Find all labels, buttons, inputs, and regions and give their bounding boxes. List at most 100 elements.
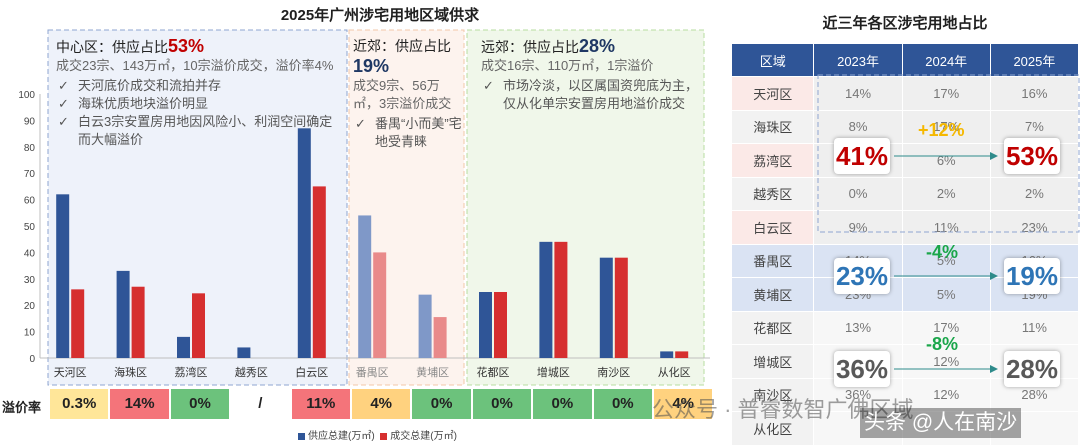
outer-annotation: 远郊：供应占比28% 成交16宗、110万㎡，1宗溢价 ✓ 市场冷淡，以区属国资兜… [481,36,703,113]
x-tick-label: 花都区 [477,366,510,379]
premium-cell-8: 0% [533,389,592,419]
highlight-to-outer: 28% [1004,351,1060,387]
arrow-head-outer [990,365,998,373]
row-value: 7% [989,109,1080,144]
legend-swatch-deal [380,432,388,440]
row-value: 13% [813,310,903,345]
y-tick-label: 50 [24,222,36,233]
x-tick-label: 番禺区 [356,366,389,379]
bar-deal-10 [675,351,689,358]
central-pct: 53% [168,36,205,56]
x-tick-label: 天河区 [54,366,87,379]
y-tick-label: 60 [24,196,36,207]
y-tick-label: 0 [29,354,35,365]
bar-deal-0 [71,289,85,358]
bar-supply-3 [237,347,251,358]
outer-item-1: 市场冷淡，以区属国资兜底为主，仅从化单宗安置房用地溢价成交 [503,78,699,111]
highlight-from-outer: 36% [834,351,890,387]
row-value: 16% [989,76,1080,111]
row-region: 从化区 [730,411,815,446]
bar-supply-1 [116,270,130,358]
central-line: 成交23宗、143万㎡，10宗溢价成交，溢价率4% [56,58,334,73]
bar-deal-8 [554,241,568,358]
y-tick-label: 80 [24,143,36,154]
row-region: 荔湾区 [730,143,815,178]
row-value [901,411,991,446]
central-item-3: 白云3宗安置房用地因风险小、利润空间确定而大幅溢价 [78,114,333,147]
highlight-from-central: 41% [834,138,890,174]
x-tick-label: 荔湾区 [175,365,208,379]
highlight-to-central: 53% [1004,138,1060,174]
header-2023: 2023年 [813,43,903,77]
row-value: 17% [901,310,991,345]
premium-cell-10: 4% [654,389,713,419]
chart-legend: 供应总建(万㎡) 成交总建(万㎡) [298,427,457,442]
bar-deal-4 [312,186,326,358]
row-value: 23% [989,210,1080,245]
row-region: 增城区 [730,344,815,379]
bar-deal-5 [373,252,387,358]
y-tick-label: 100 [18,90,35,101]
premium-cell-5: 4% [352,389,411,419]
suburb-annotation: 近郊：供应占比 19% 成交9宗、56万㎡，3宗溢价成交 ✓ 番禺“小而美”宅地受青… [353,36,465,151]
outer-pct: 28% [579,36,616,56]
x-tick-label: 越秀区 [235,365,268,379]
row-value: 17% [901,76,991,111]
x-tick-label: 增城区 [537,365,570,379]
central-group-box [817,74,1080,233]
wechat-watermark: 公众号 · 普睿数智广佛区域 [652,397,914,422]
row-region: 黄埔区 [730,277,815,312]
row-region: 番禺区 [730,243,815,278]
row-region: 天河区 [730,76,815,111]
premium-cell-9: 0% [593,389,652,419]
bar-supply-10 [660,351,674,358]
bar-deal-7 [494,292,507,358]
row-value: 6% [901,143,991,178]
highlight-change-outer: -8% [926,334,959,354]
bar-supply-5 [358,215,372,358]
suburb-pct: 19% [353,56,390,76]
y-tick-label: 30 [24,275,36,286]
check-icon: ✓ [58,96,69,111]
check-icon: ✓ [58,78,69,93]
premium-cell-4: 11% [291,389,350,419]
header-region: 区域 [730,43,815,77]
header-2025: 2025年 [989,43,1080,77]
highlight-to-near: 19% [1004,258,1060,294]
bar-deal-2 [192,293,205,358]
legend-deal: 成交总建(万㎡) [390,431,457,442]
row-region: 海珠区 [730,109,815,144]
row-value: 14% [813,76,903,111]
table-row: 从化区 [730,411,1080,446]
x-tick-label: 白云区 [295,365,328,379]
table-title: 近三年各区涉宅用地占比 [822,15,988,32]
row-value: 36% [813,377,903,412]
legend-supply: 供应总建(万㎡) [308,431,375,442]
row-value: 9% [813,210,903,245]
central-item-2: 海珠优质地块溢价明显 [78,96,209,111]
central-annotation: 中心区：供应占比53% 成交23宗、143万㎡，10宗溢价成交，溢价率4% ✓ 天… [56,36,344,149]
suburb-line: 成交9宗、56万㎡，3宗溢价成交 [353,78,452,111]
y-tick-label: 40 [24,248,36,259]
x-tick-label: 从化区 [658,365,691,379]
x-tick-label: 南沙区 [597,366,630,379]
y-tick-label: 90 [24,116,36,127]
arrow-head-central [990,152,998,160]
premium-cell-0: 0.3% [50,389,109,419]
outer-head: 远郊：供应占比 [481,39,579,55]
y-tick-label: 20 [24,301,36,312]
row-region: 白云区 [730,210,815,245]
arrow-head-near [990,272,998,280]
bar-deal-1 [131,286,145,358]
row-value [989,411,1080,446]
bar-deal-9 [614,257,628,358]
table-row: 花都区 13% 17% 11% [730,310,1080,345]
premium-cell-1: 14% [110,389,169,419]
highlight-from-near: 23% [834,258,890,294]
highlight-change-near: -4% [926,242,959,262]
row-value: 2% [989,176,1080,211]
row-value: 11% [901,210,991,245]
premium-cell-2: 0% [170,389,230,419]
chart-title: 2025年广州涉宅用地区域供求 [280,7,480,24]
